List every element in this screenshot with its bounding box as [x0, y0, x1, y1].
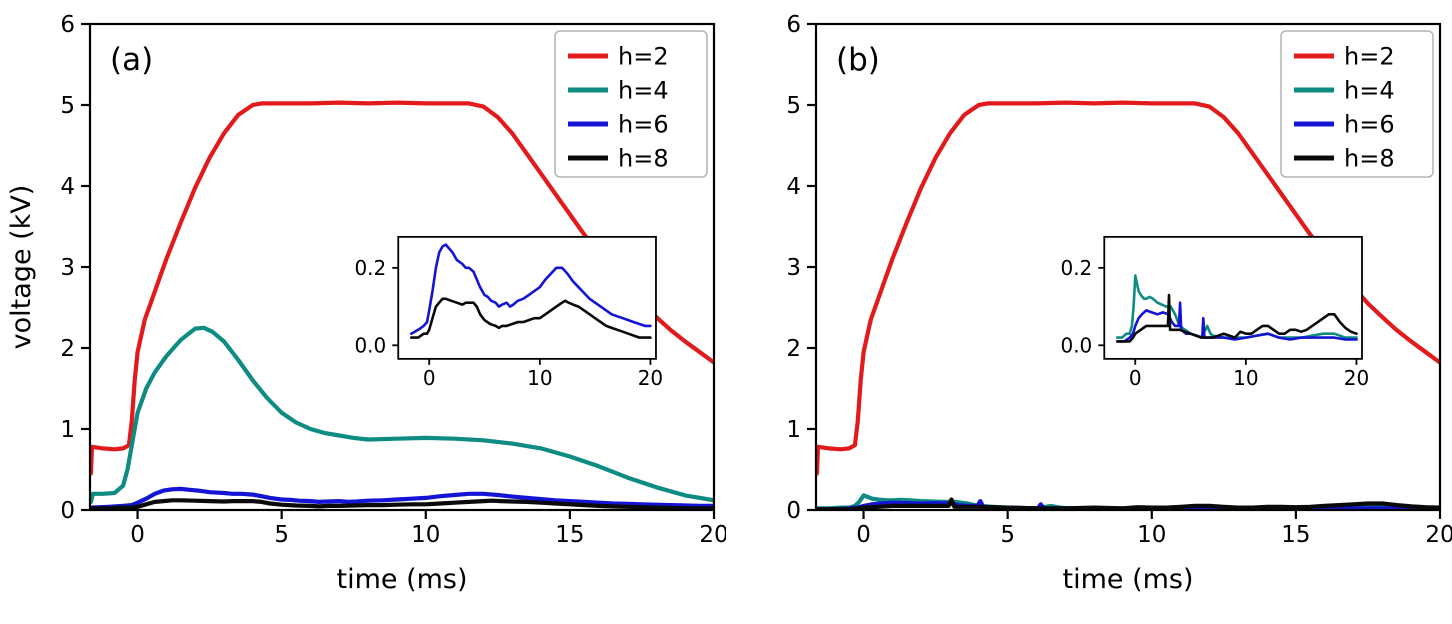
y-tick-label: 1 [60, 417, 75, 443]
x-axis-label: time (ms) [1062, 564, 1193, 595]
y-tick-label: 2 [786, 336, 801, 362]
y-tick-label: 0 [786, 498, 801, 524]
panel-a-chart: 0 5 10 15 20 0 1 2 3 4 5 6 time (ms) voltage (kV) (a) h… [0, 0, 729, 620]
panel-label: (b) [836, 42, 880, 78]
x-tick-label: 10 [1233, 366, 1258, 390]
y-tick-label: 3 [786, 255, 801, 281]
x-tick-label: 15 [555, 522, 584, 548]
legend-label: h=4 [618, 76, 669, 104]
x-tick-label: 15 [1281, 522, 1310, 548]
axes-box [1103, 235, 1363, 360]
x-tick-label: 5 [274, 522, 289, 548]
y-tick-label: 0.0 [354, 333, 386, 357]
y-tick-label: 6 [60, 12, 75, 38]
y-tick-label: 0 [60, 498, 75, 524]
x-tick-label: 5 [1000, 522, 1015, 548]
y-tick-label: 4 [786, 174, 801, 200]
y-tick-label: 5 [60, 93, 75, 119]
series-line-h8 [1115, 293, 1358, 343]
legend-box [1280, 30, 1434, 178]
y-tick-label: 6 [786, 12, 801, 38]
panel-label: (a) [110, 42, 153, 78]
legend-box [554, 30, 708, 178]
panel-b-chart: 0 5 10 15 20 0 1 2 3 4 5 6 time (ms) (b) h=2 h=4 h=6 h=8 0… [726, 0, 1452, 620]
legend-label: h=8 [618, 144, 669, 172]
legend-label: h=2 [618, 42, 669, 70]
x-tick-label: 0 [423, 366, 436, 390]
chart-svg: 0 5 10 15 20 0 1 2 3 4 5 6 time (ms) (b) h=2 h=4 h=6 h=8 0… [726, 0, 1452, 620]
axes-box [397, 235, 657, 360]
y-tick-label: 1 [786, 417, 801, 443]
series-line-h8 [90, 498, 714, 510]
y-axis-label: voltage (kV) [6, 185, 37, 350]
legend-label: h=2 [1344, 42, 1395, 70]
x-tick-label: 20 [699, 522, 726, 548]
y-tick-label: 2 [60, 336, 75, 362]
series-line-h6 [409, 243, 652, 336]
x-tick-label: 10 [411, 522, 440, 548]
inset-background [398, 236, 656, 359]
x-tick-label: 20 [1425, 522, 1452, 548]
x-tick-label: 10 [1137, 522, 1166, 548]
x-axis-label: time (ms) [336, 564, 467, 595]
series-line-h6 [90, 486, 714, 510]
y-tick-label: 0.2 [1060, 256, 1092, 280]
y-tick-label: 0.2 [354, 256, 386, 280]
x-tick-label: 0 [856, 522, 871, 548]
y-tick-label: 0.0 [1060, 333, 1092, 357]
series-line-h8 [816, 497, 1440, 510]
legend-label: h=4 [1344, 76, 1395, 104]
x-tick-label: 20 [638, 366, 663, 390]
legend-label: h=6 [1344, 110, 1395, 138]
x-tick-label: 10 [527, 366, 552, 390]
legend-label: h=6 [618, 110, 669, 138]
series-line-h8 [409, 297, 652, 339]
x-tick-label: 0 [1129, 366, 1142, 390]
series-line-h4 [90, 325, 714, 504]
y-tick-label: 4 [60, 174, 75, 200]
legend-label: h=8 [1344, 144, 1395, 172]
x-tick-label: 0 [130, 522, 145, 548]
y-tick-label: 5 [786, 93, 801, 119]
chart-svg: 0 5 10 15 20 0 1 2 3 4 5 6 time (ms) voltage (kV) (a) h… [0, 0, 729, 620]
y-tick-label: 3 [60, 255, 75, 281]
x-tick-label: 20 [1344, 366, 1369, 390]
